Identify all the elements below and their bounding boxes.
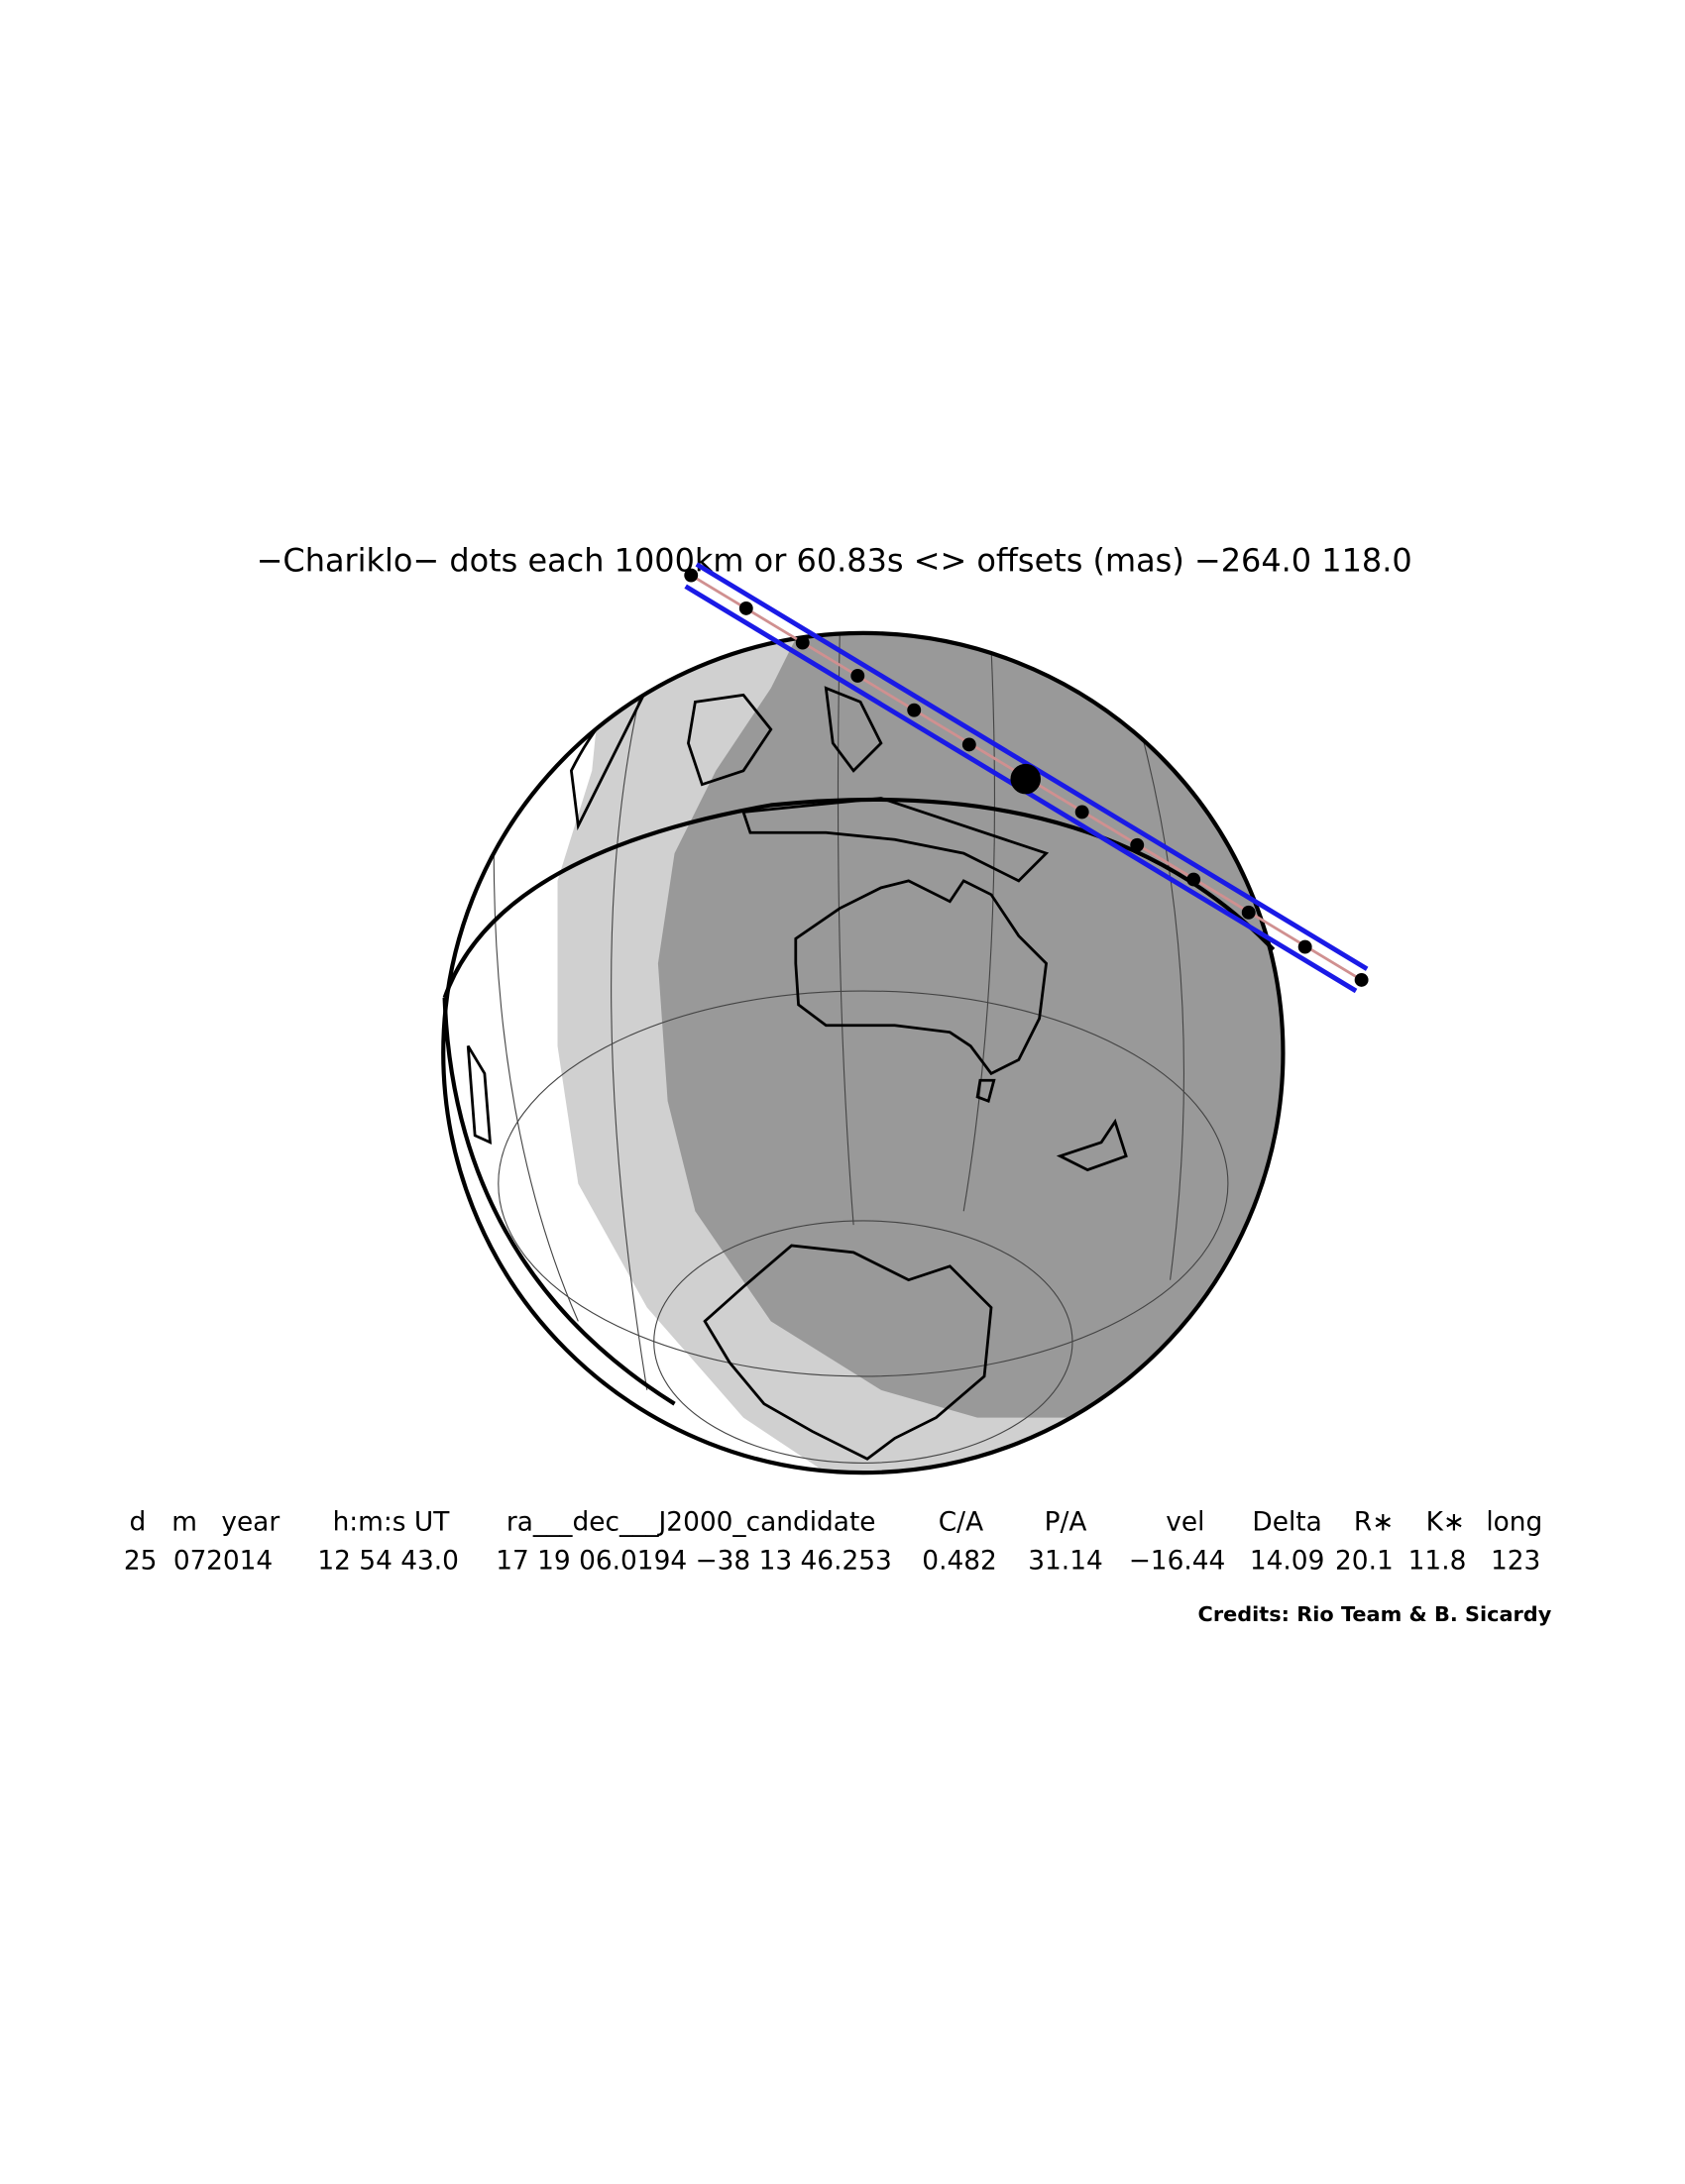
credits: Credits: Rio Team & B. Sicardy <box>1198 1602 1552 1626</box>
column-header: K∗ <box>1426 1507 1465 1537</box>
column-header: m <box>171 1507 197 1537</box>
column-header: year <box>221 1507 280 1537</box>
table-cell: 07 <box>173 1546 207 1576</box>
globe-shading <box>443 632 1284 1474</box>
column-header: h:m:s UT <box>333 1507 451 1537</box>
column-header: P/A <box>1045 1507 1087 1537</box>
table-cell: 2014 <box>206 1546 273 1576</box>
column-header: R∗ <box>1354 1507 1394 1537</box>
table-cell: 14.09 <box>1250 1546 1325 1576</box>
table-cell: 20.1 <box>1335 1546 1394 1576</box>
column-header: ra___dec___J2000_candidate <box>506 1507 876 1537</box>
parameter-table: d m year h:m:s UT ra___dec___J2000_candidate… <box>124 1507 1542 1576</box>
table-cell: 11.8 <box>1408 1546 1467 1576</box>
table-cell: 123 <box>1491 1546 1540 1576</box>
globe-outline <box>441 630 1286 1475</box>
column-header: d <box>130 1507 147 1537</box>
table-cell: 17 19 06.0194 −38 13 46.253 <box>496 1546 892 1576</box>
terminator <box>442 997 676 1406</box>
terminator <box>442 797 1276 999</box>
column-header: C/A <box>939 1507 983 1537</box>
column-header: Delta <box>1252 1507 1321 1537</box>
table-cell: −16.44 <box>1129 1546 1226 1576</box>
map-title: −Chariklo− dots each 1000km or 60.83s <>… <box>257 541 1412 579</box>
table-cell: 12 54 43.0 <box>317 1546 459 1576</box>
table-cell: 0.482 <box>922 1546 997 1576</box>
table-cell: 31.14 <box>1028 1546 1103 1576</box>
column-header: vel <box>1166 1507 1204 1537</box>
table-cell: 25 <box>124 1546 158 1576</box>
shadow-path <box>684 562 1369 994</box>
column-header: long <box>1486 1507 1542 1537</box>
